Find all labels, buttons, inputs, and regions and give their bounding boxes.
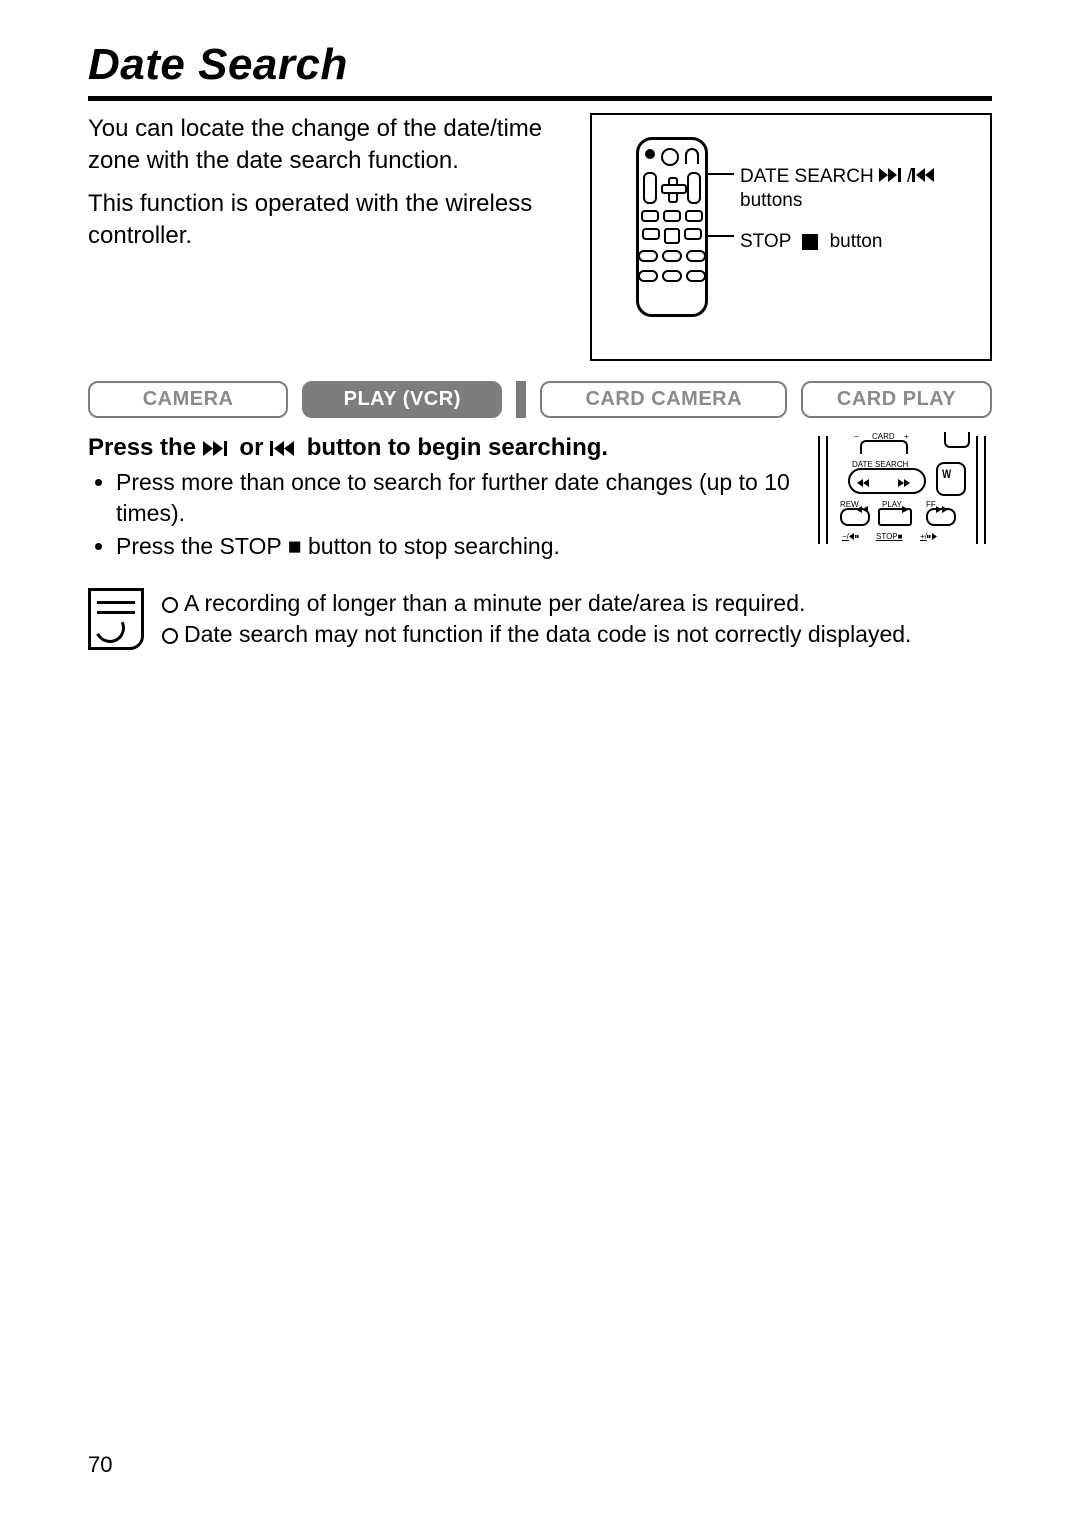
bullet-circle-icon [162, 628, 178, 644]
note-icon [88, 588, 144, 650]
mode-separator [516, 381, 526, 418]
callout-date-search: DATE SEARCH / buttons [740, 165, 980, 213]
stop-icon [802, 234, 818, 250]
callout-lead-2 [708, 235, 734, 237]
instruction-heading: Press the or button to begin searching. [88, 434, 792, 463]
notes-row: A recording of longer than a minute per … [88, 588, 992, 650]
label-stop: STOP■ [876, 532, 902, 541]
title-rule [88, 96, 992, 101]
remote-detail-diagram: − CARD + DATE SEARCH W REW PLAY FF [812, 430, 992, 550]
instruction-row: Press the or button to begin searching. … [88, 430, 992, 564]
instruction-bullets: Press more than once to search for furth… [88, 467, 792, 562]
note-2: Date search may not function if the data… [184, 621, 911, 647]
instruction-main: Press the or button to begin searching. … [88, 430, 792, 564]
page-number: 70 [88, 1452, 112, 1478]
label-bl: −/ [842, 532, 859, 541]
label-card-minus: − [854, 432, 859, 441]
mode-card-camera: CARD CAMERA [540, 381, 787, 418]
intro-paragraph-1: You can locate the change of the date/ti… [88, 113, 570, 178]
instruction-heading-post: button to begin searching. [307, 434, 608, 461]
bullet-circle-icon [162, 597, 178, 613]
callout-lead-1 [708, 173, 734, 175]
mode-play-vcr: PLAY (VCR) [302, 381, 502, 418]
mode-selector: CAMERA PLAY (VCR) CARD CAMERA CARD PLAY [88, 381, 992, 418]
callout-stop-post: button [830, 231, 883, 252]
mode-card-play: CARD PLAY [801, 381, 992, 418]
rewind-icon [270, 435, 307, 462]
bullet-2: Press the STOP ■ button to stop searchin… [116, 531, 792, 562]
manual-page: Date Search You can locate the change of… [0, 0, 1080, 1526]
intro-paragraph-2: This function is operated with the wirel… [88, 188, 570, 253]
callout-date-search-post: buttons [740, 190, 802, 211]
instruction-heading-mid: or [239, 434, 270, 461]
page-title: Date Search [88, 40, 992, 90]
rewind-icon [856, 474, 870, 492]
fast-forward-icon [879, 165, 907, 189]
label-br: +/ [920, 532, 937, 541]
remote-diagram: DATE SEARCH / buttons STOP button [590, 113, 992, 361]
instruction-heading-pre: Press the [88, 434, 203, 461]
notes-text: A recording of longer than a minute per … [162, 588, 911, 650]
bullet-1: Press more than once to search for furth… [116, 467, 792, 529]
intro-row: You can locate the change of the date/ti… [88, 113, 992, 361]
callout-stop-pre: STOP [740, 231, 791, 252]
callout-stop: STOP button [740, 230, 980, 254]
callout-date-search-pre: DATE SEARCH [740, 166, 879, 187]
fast-forward-icon [898, 474, 912, 492]
mode-camera: CAMERA [88, 381, 288, 418]
note-1: A recording of longer than a minute per … [184, 590, 805, 616]
remote-outline [636, 137, 708, 317]
fast-forward-icon [203, 435, 240, 462]
intro-text: You can locate the change of the date/ti… [88, 113, 590, 263]
rewind-icon [912, 165, 940, 189]
